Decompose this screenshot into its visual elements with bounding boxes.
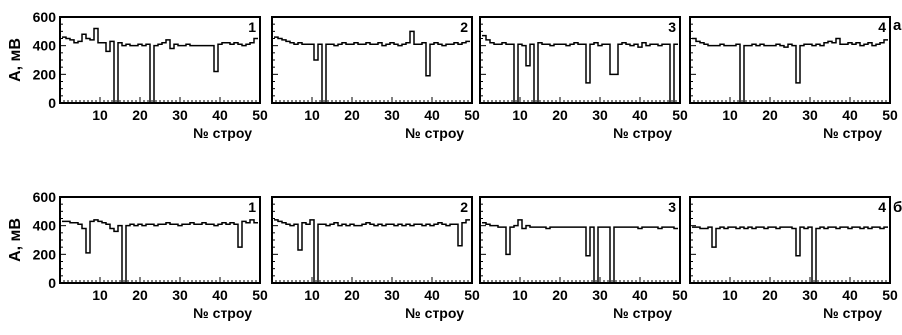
y-tick-label: 600 (33, 189, 57, 205)
x-tick-label: 10 (92, 107, 108, 123)
x-axis-label: № строу (405, 125, 464, 141)
x-axis-label: № строу (405, 305, 464, 321)
x-tick-label: 50 (672, 287, 688, 303)
x-tick-label: 10 (722, 287, 738, 303)
panel-number: 4 (878, 19, 886, 35)
x-tick-label: 30 (592, 287, 608, 303)
x-tick-label: 40 (632, 287, 648, 303)
x-tick-label: 20 (344, 107, 360, 123)
x-tick-label: 50 (672, 107, 688, 123)
x-tick-label: 10 (304, 287, 320, 303)
row-label-b: б (893, 199, 902, 216)
y-tick-label: 0 (48, 95, 56, 111)
plot-frame (59, 16, 261, 104)
panel-number: 1 (248, 19, 256, 35)
panel-number: 3 (668, 199, 676, 215)
x-tick-label: 50 (464, 287, 480, 303)
x-tick-label: 30 (592, 107, 608, 123)
y-tick-label: 600 (33, 9, 57, 25)
x-axis-label: № строу (193, 305, 252, 321)
x-tick-label: 20 (344, 287, 360, 303)
x-tick-label: 40 (842, 107, 858, 123)
x-axis-label: № строу (823, 125, 882, 141)
series-line (482, 34, 678, 103)
y-axis-label: А, мВ (7, 218, 24, 262)
x-tick-label: 30 (384, 107, 400, 123)
y-tick-label: 400 (33, 218, 57, 234)
plot-frame (271, 16, 473, 104)
x-tick-label: 40 (212, 287, 228, 303)
plot-frame (689, 16, 891, 104)
x-axis-label: № строу (613, 305, 672, 321)
x-tick-label: 20 (552, 107, 568, 123)
x-tick-label: 30 (172, 107, 188, 123)
x-tick-label: 40 (424, 287, 440, 303)
x-axis-label: № строу (193, 125, 252, 141)
x-tick-label: 40 (842, 287, 858, 303)
panel-number: 2 (460, 199, 468, 215)
x-tick-label: 50 (882, 287, 898, 303)
chart-panel-b-1: 10 20 30 40 50 0 200 400 600 № строу А, мВ 1 (7, 189, 268, 321)
x-tick-label: 50 (882, 107, 898, 123)
x-tick-label: 10 (512, 107, 528, 123)
plot-frame (479, 16, 681, 104)
panel-number: 2 (460, 19, 468, 35)
x-tick-label: 10 (512, 287, 528, 303)
y-axis-label: А, мВ (7, 38, 24, 82)
x-tick-label: 20 (552, 287, 568, 303)
y-tick-label: 200 (33, 66, 57, 82)
x-axis-label: № строу (613, 125, 672, 141)
series-line (62, 219, 258, 283)
x-tick-label: 40 (212, 107, 228, 123)
x-tick-label: 20 (762, 107, 778, 123)
series-line (692, 37, 888, 103)
series-line (692, 226, 888, 283)
x-tick-label: 10 (722, 107, 738, 123)
y-tick-label: 0 (48, 275, 56, 291)
series-line (274, 30, 470, 103)
x-tick-label: 30 (384, 287, 400, 303)
x-tick-label: 50 (252, 107, 268, 123)
x-tick-label: 20 (132, 287, 148, 303)
panel-number: 1 (248, 199, 256, 215)
chart-panel-a-1: 10 20 30 40 50 0 200 400 600 № строу А, мВ 1 (7, 9, 268, 141)
series-line (274, 219, 470, 283)
x-tick-label: 20 (762, 287, 778, 303)
series-line (62, 27, 258, 103)
x-tick-label: 40 (632, 107, 648, 123)
x-axis-label: № строу (823, 305, 882, 321)
x-tick-label: 50 (464, 107, 480, 123)
x-tick-label: 30 (802, 287, 818, 303)
x-tick-label: 30 (802, 107, 818, 123)
x-tick-label: 20 (132, 107, 148, 123)
plot-frame (689, 196, 891, 284)
series-line (482, 219, 678, 283)
x-tick-label: 40 (424, 107, 440, 123)
row-label-a: а (893, 17, 902, 34)
x-tick-label: 30 (172, 287, 188, 303)
y-tick-label: 400 (33, 38, 57, 54)
panel-number: 4 (878, 199, 886, 215)
x-tick-label: 10 (304, 107, 320, 123)
y-tick-label: 200 (33, 246, 57, 262)
panel-number: 3 (668, 19, 676, 35)
x-tick-label: 10 (92, 287, 108, 303)
x-tick-label: 50 (252, 287, 268, 303)
